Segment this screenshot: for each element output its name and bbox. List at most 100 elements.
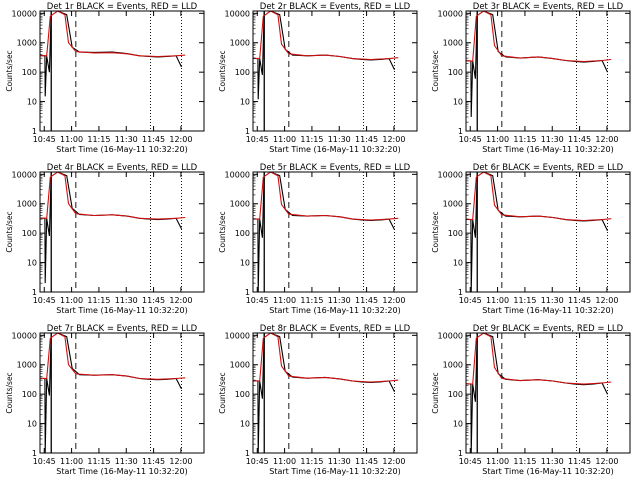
ytick-label: 10 xyxy=(27,98,37,107)
ytick-label: 100 xyxy=(235,390,250,399)
plot-frame xyxy=(39,171,205,293)
xtick-label: 11:15 xyxy=(87,135,110,144)
plot-area xyxy=(40,333,186,453)
y-axis-label: Counts/sec xyxy=(5,50,14,91)
xtick-label: 11:45 xyxy=(568,296,591,305)
xtick-label: 11:30 xyxy=(115,135,138,144)
xtick-label: 11:15 xyxy=(300,296,323,305)
x-axis-label: Start Time (16-May-11 10:32:20) xyxy=(56,467,187,476)
events-line xyxy=(253,333,395,453)
y-axis-label: Counts/sec xyxy=(431,211,440,252)
plot-area xyxy=(253,333,399,453)
ytick-label: 10000 xyxy=(438,9,463,18)
plot-area xyxy=(253,11,399,131)
ytick-label: 100 xyxy=(235,229,250,238)
lld-line xyxy=(253,11,399,61)
ytick-label: 1000 xyxy=(230,39,250,48)
xtick-label: 11:15 xyxy=(300,457,323,466)
plot-area xyxy=(40,11,186,131)
plot-frame xyxy=(252,171,418,293)
xtick-label: 12:00 xyxy=(169,135,192,144)
xtick-label: 11:45 xyxy=(355,135,378,144)
x-axis-label: Start Time (16-May-11 10:32:20) xyxy=(482,467,613,476)
xtick-label: 11:30 xyxy=(115,296,138,305)
plot-area xyxy=(466,333,612,453)
lld-line xyxy=(466,11,612,63)
plot-area xyxy=(466,11,612,131)
xtick-label: 11:30 xyxy=(541,457,564,466)
ytick-label: 1000 xyxy=(17,39,37,48)
panel-title: Det 5r BLACK = Events, RED = LLD xyxy=(260,163,411,173)
xtick-label: 11:00 xyxy=(486,135,509,144)
xtick-label: 10:45 xyxy=(459,296,482,305)
xtick-label: 10:45 xyxy=(246,296,269,305)
xtick-label: 12:00 xyxy=(169,296,192,305)
events-line xyxy=(466,333,608,453)
detector-panel-7: 1 10 100 1000 10000 10:45 11:00 11:15 11:30 11:45… xyxy=(5,324,205,476)
y-axis-label: Counts/sec xyxy=(5,372,14,413)
xtick-label: 11:15 xyxy=(513,296,536,305)
ytick-label: 10 xyxy=(27,420,37,429)
ytick-label: 10 xyxy=(240,259,250,268)
detector-panel-1: 1 10 100 1000 10000 10:45 11:00 11:15 11:30 11:45… xyxy=(5,2,205,154)
xtick-label: 11:15 xyxy=(513,457,536,466)
xtick-label: 11:00 xyxy=(60,457,83,466)
plot-frame xyxy=(39,10,205,132)
events-line xyxy=(40,333,182,453)
plot-area xyxy=(466,172,612,292)
ytick-label: 10 xyxy=(240,420,250,429)
x-axis-label: Start Time (16-May-11 10:32:20) xyxy=(56,145,187,154)
xtick-label: 11:30 xyxy=(328,296,351,305)
lld-line xyxy=(40,333,186,380)
plot-frame xyxy=(465,171,631,293)
ytick-label: 1 xyxy=(458,127,463,136)
events-line xyxy=(466,172,608,292)
ytick-label: 10000 xyxy=(12,170,37,179)
y-axis-label: Counts/sec xyxy=(218,50,227,91)
panel-title: Det 1r BLACK = Events, RED = LLD xyxy=(47,2,198,12)
xtick-label: 10:45 xyxy=(33,296,56,305)
xtick-label: 11:45 xyxy=(355,296,378,305)
panel-title: Det 4r BLACK = Events, RED = LLD xyxy=(47,163,198,173)
lld-line xyxy=(40,172,186,220)
panel-title: Det 7r BLACK = Events, RED = LLD xyxy=(47,324,198,334)
xtick-label: 12:00 xyxy=(595,296,618,305)
xtick-label: 11:45 xyxy=(142,457,165,466)
xtick-label: 11:45 xyxy=(568,135,591,144)
ytick-label: 10000 xyxy=(12,331,37,340)
ytick-label: 100 xyxy=(448,68,463,77)
events-line xyxy=(40,11,182,97)
xtick-label: 11:45 xyxy=(355,457,378,466)
xtick-label: 11:30 xyxy=(328,135,351,144)
x-axis-label: Start Time (16-May-11 10:32:20) xyxy=(56,306,187,315)
xtick-label: 11:45 xyxy=(142,296,165,305)
detector-panel-3: 1 10 100 1000 10000 10:45 11:00 11:15 11:30 11:45… xyxy=(431,2,631,154)
ytick-label: 1 xyxy=(32,288,37,297)
panel-title: Det 9r BLACK = Events, RED = LLD xyxy=(473,324,624,334)
xtick-label: 11:00 xyxy=(273,457,296,466)
detector-panel-4: 1 10 100 1000 10000 10:45 11:00 11:15 11:30 11:45… xyxy=(5,163,205,315)
panel-title: Det 3r BLACK = Events, RED = LLD xyxy=(473,2,624,12)
ytick-label: 1 xyxy=(32,449,37,458)
xtick-label: 10:45 xyxy=(33,457,56,466)
plot-area xyxy=(253,172,399,292)
ytick-label: 10 xyxy=(453,98,463,107)
plot-frame xyxy=(252,10,418,132)
ytick-label: 1 xyxy=(245,288,250,297)
detector-panel-8: 1 10 100 1000 10000 10:45 11:00 11:15 11:30 11:45… xyxy=(218,324,418,476)
xtick-label: 11:30 xyxy=(541,296,564,305)
ytick-label: 10000 xyxy=(225,331,250,340)
ytick-label: 100 xyxy=(448,390,463,399)
x-axis-label: Start Time (16-May-11 10:32:20) xyxy=(482,306,613,315)
xtick-label: 11:00 xyxy=(60,135,83,144)
xtick-label: 11:30 xyxy=(541,135,564,144)
ytick-label: 1000 xyxy=(230,361,250,370)
lld-line xyxy=(253,172,399,221)
plot-frame xyxy=(39,332,205,454)
ytick-label: 1000 xyxy=(443,200,463,209)
ytick-label: 10000 xyxy=(225,170,250,179)
events-line xyxy=(466,11,608,118)
xtick-label: 10:45 xyxy=(246,457,269,466)
ytick-label: 1 xyxy=(245,449,250,458)
